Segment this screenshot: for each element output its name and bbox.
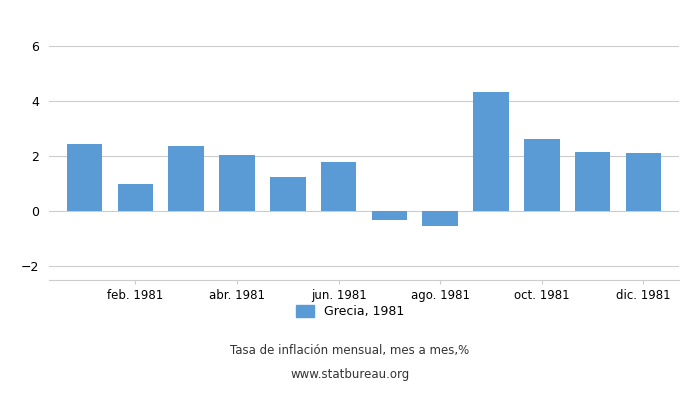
Bar xyxy=(575,152,610,211)
Bar xyxy=(118,184,153,211)
Text: Tasa de inflación mensual, mes a mes,%: Tasa de inflación mensual, mes a mes,% xyxy=(230,344,470,357)
Bar xyxy=(626,153,662,211)
Bar xyxy=(473,92,509,211)
Legend: Grecia, 1981: Grecia, 1981 xyxy=(290,300,410,323)
Bar xyxy=(321,162,356,211)
Text: www.statbureau.org: www.statbureau.org xyxy=(290,368,410,381)
Bar xyxy=(372,211,407,220)
Bar xyxy=(66,144,102,211)
Bar xyxy=(422,211,458,226)
Bar xyxy=(524,140,559,211)
Bar xyxy=(219,156,255,211)
Bar xyxy=(169,146,204,211)
Bar xyxy=(270,177,306,211)
